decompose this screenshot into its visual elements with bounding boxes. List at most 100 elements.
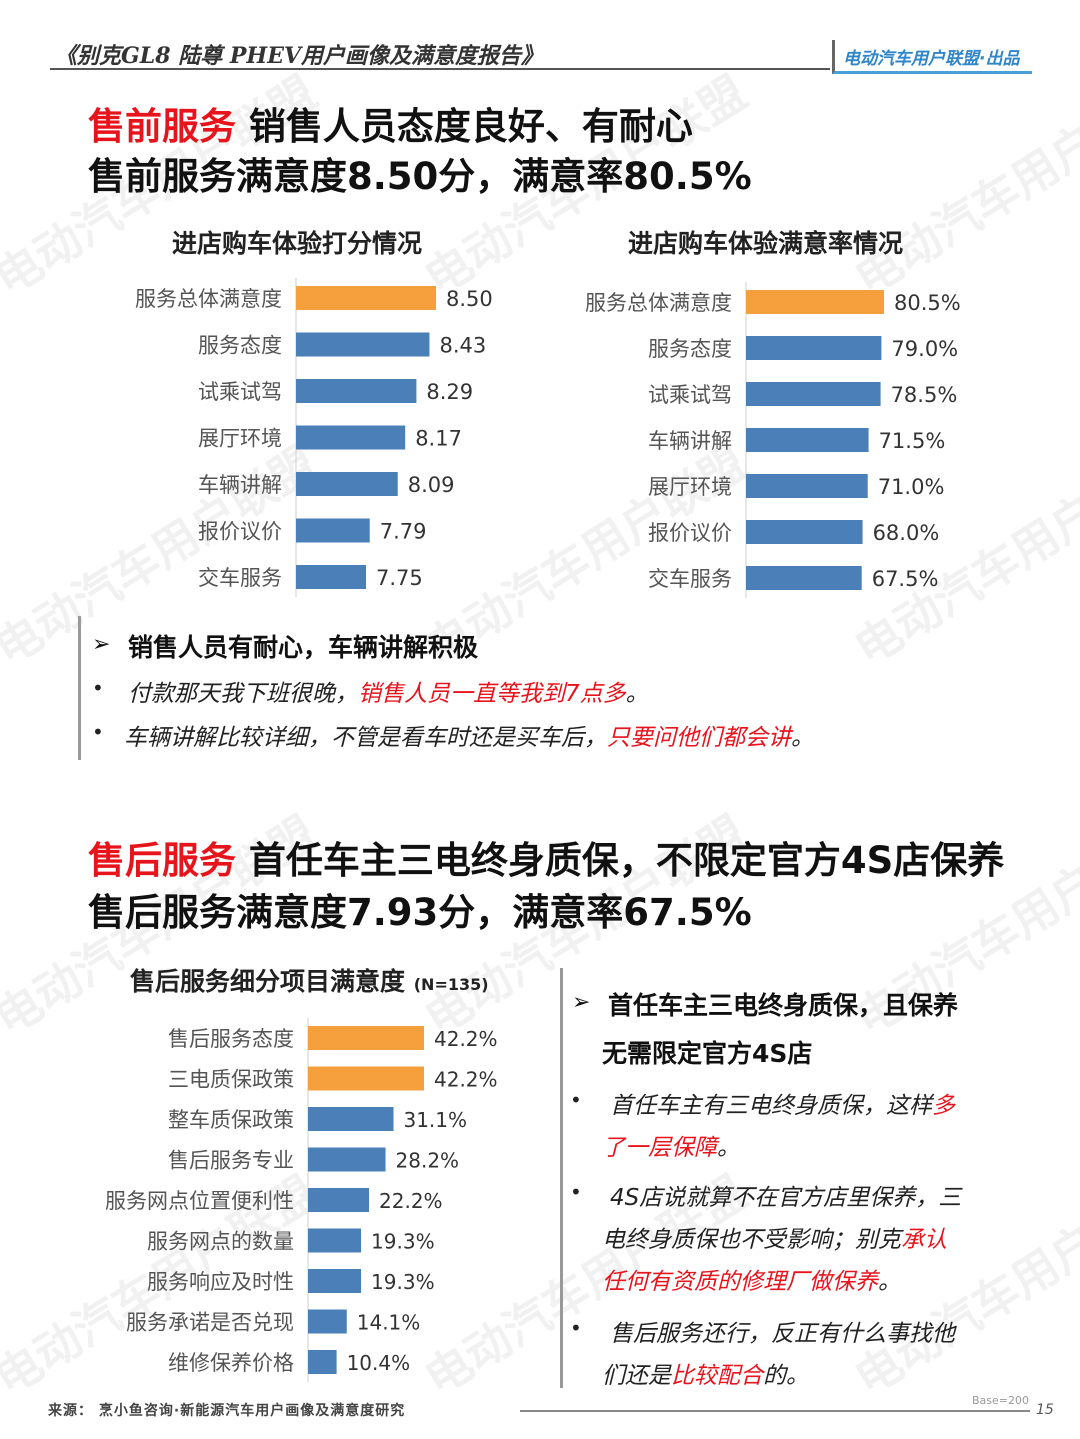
chart1-title: 进店购车体验打分情况 (172, 229, 423, 258)
category-label: 车辆讲解 (198, 473, 282, 497)
category-label: 服务态度 (198, 334, 282, 358)
value-label: 19.3% (371, 1230, 435, 1254)
category-label: 售后服务专业 (168, 1149, 294, 1173)
value-label: 79.0% (891, 337, 958, 361)
category-label: 售后服务态度 (168, 1027, 294, 1051)
page-number: 15 (1036, 1402, 1054, 1418)
aftersale-quote-1-line-2: 了一层保障。 (602, 1135, 740, 1161)
presale-headline-text: 销售人员态度良好、有耐心 (236, 105, 693, 148)
bar (296, 472, 398, 496)
bar (308, 1066, 424, 1091)
chart3-sample-note: (N=135) (413, 975, 489, 994)
category-label: 交车服务 (648, 567, 732, 591)
footer-divider (520, 1410, 1030, 1412)
value-label: 42.2% (434, 1027, 498, 1051)
header-divider (50, 68, 830, 70)
bar (308, 1309, 347, 1334)
value-label: 19.3% (371, 1270, 435, 1294)
aftersale-quote-heading-2: 无需限定官方4S店 (602, 1039, 813, 1068)
value-label: 8.50 (446, 287, 493, 311)
value-label: 80.5% (894, 291, 961, 315)
aftersale-quote-2-line-2: 电终身质保也不受影响；别克承认 (602, 1227, 947, 1253)
chart2-title: 进店购车体验满意率情况 (628, 229, 904, 258)
bar (308, 1147, 386, 1172)
bar (296, 425, 406, 450)
category-label: 服务态度 (648, 337, 732, 361)
category-label: 报价议价 (198, 520, 282, 544)
aftersale-headline-text: 首任车主三电终身质保，不限定官方4S店保养 (236, 839, 1005, 882)
bar (308, 1269, 362, 1293)
aftersale-quote-box (560, 968, 1040, 1388)
category-label: 展厅环境 (198, 427, 282, 451)
report-title: 《别克GL8 陆尊 PHEV用户画像及满意度报告》 (55, 43, 544, 69)
category-label: 服务响应及时性 (147, 1270, 294, 1294)
bar (746, 290, 884, 314)
value-label: 7.79 (380, 520, 427, 544)
aftersale-tag: 售后服务 (88, 839, 236, 882)
aftersale-quote-2-line-3: 任何有资质的修理厂做保养。 (602, 1269, 901, 1295)
bullet-icon: • (570, 1180, 582, 1204)
value-label: 22.2% (379, 1189, 443, 1213)
category-label: 试乘试驾 (198, 380, 282, 404)
value-label: 42.2% (434, 1068, 498, 1092)
brand-frame: 电动汽车用户联盟·出品 (832, 40, 1032, 74)
bar (296, 518, 370, 543)
value-label: 8.29 (426, 380, 473, 404)
bullet-icon: • (570, 1316, 582, 1340)
presale-quote-2: 车辆讲解比较详细，不管是看车时还是买车后，只要问他们都会讲。 (124, 725, 814, 751)
footer-base: Base=200 (972, 1394, 1029, 1407)
bar (296, 565, 366, 589)
presale-quote-box (78, 616, 978, 760)
category-label: 整车质保政策 (168, 1108, 294, 1132)
aftersale-headline-1: 售后服务 首任车主三电终身质保，不限定官方4S店保养 (88, 830, 1004, 884)
chart-aftersale-items: 售后服务态度 42.2% 三电质保政策 42.2% 整车质保政策 31.1% 售后服务专业 2… (105, 1018, 498, 1382)
bar (746, 520, 863, 544)
category-label: 服务总体满意度 (585, 291, 732, 315)
category-label: 维修保养价格 (168, 1351, 294, 1375)
aftersale-quote-3-line-2: 们还是比较配合的。 (602, 1363, 809, 1389)
bar (746, 566, 862, 590)
category-label: 三电质保政策 (168, 1068, 294, 1092)
bar (296, 286, 436, 310)
aftersale-quote-3-line-1: 售后服务还行，反正有什么事找他 (610, 1321, 955, 1347)
bullet-icon: • (570, 1088, 582, 1112)
bar (296, 332, 430, 357)
bar (296, 379, 417, 403)
value-label: 8.17 (415, 427, 462, 451)
chart-presale-scores: 服务总体满意度 8.50 服务态度 8.43 试乘试驾 8.29 展厅环境 8.17 车辆讲解 8… (135, 278, 493, 597)
value-label: 67.5% (872, 567, 939, 591)
value-label: 71.5% (879, 429, 946, 453)
value-label: 7.75 (376, 566, 423, 590)
presale-quote-1: 付款那天我下班很晚，销售人员一直等我到7点多。 (128, 681, 649, 707)
value-label: 10.4% (347, 1351, 411, 1375)
bullet-icon: • (92, 676, 104, 700)
category-label: 服务网点的数量 (147, 1230, 294, 1254)
bar (746, 474, 868, 498)
bar (746, 428, 869, 452)
aftersale-quote-1-line-1: 首任车主有三电终身质保，这样多 (610, 1093, 955, 1119)
category-label: 服务总体满意度 (135, 287, 282, 311)
aftersale-quote-2-line-1: 4S店说就算不在官方店里保养，三 (610, 1185, 962, 1211)
category-label: 展厅环境 (648, 475, 732, 499)
footer-source: 来源： 烹小鱼咨询·新能源汽车用户画像及满意度研究 (48, 1403, 406, 1419)
value-label: 68.0% (873, 521, 940, 545)
bar (746, 382, 881, 406)
presale-headline-1: 售前服务 销售人员态度良好、有耐心 (88, 96, 693, 150)
aftersale-quote-heading-1: 首任车主三电终身质保，且保养 (608, 991, 959, 1020)
category-label: 车辆讲解 (648, 429, 732, 453)
bar (308, 1228, 362, 1253)
chart-presale-rates: 服务总体满意度 80.5% 服务态度 79.0% 试乘试驾 78.5% 车辆讲解 71.5% 展… (585, 282, 961, 598)
arrow-icon: ➢ (572, 990, 591, 1015)
brand-label: 电动汽车用户联盟·出品 (843, 49, 1020, 69)
bar (308, 1350, 337, 1374)
bar (746, 336, 882, 360)
category-label: 服务网点位置便利性 (105, 1189, 294, 1213)
value-label: 8.43 (439, 334, 486, 358)
value-label: 71.0% (878, 475, 945, 499)
bar (308, 1188, 370, 1212)
value-label: 14.1% (357, 1311, 421, 1335)
category-label: 报价议价 (648, 521, 732, 545)
presale-quote-heading: 销售人员有耐心，车辆讲解积极 (128, 633, 479, 662)
aftersale-headline-2: 售后服务满意度7.93分，满意率67.5% (88, 891, 752, 934)
value-label: 28.2% (396, 1149, 460, 1173)
